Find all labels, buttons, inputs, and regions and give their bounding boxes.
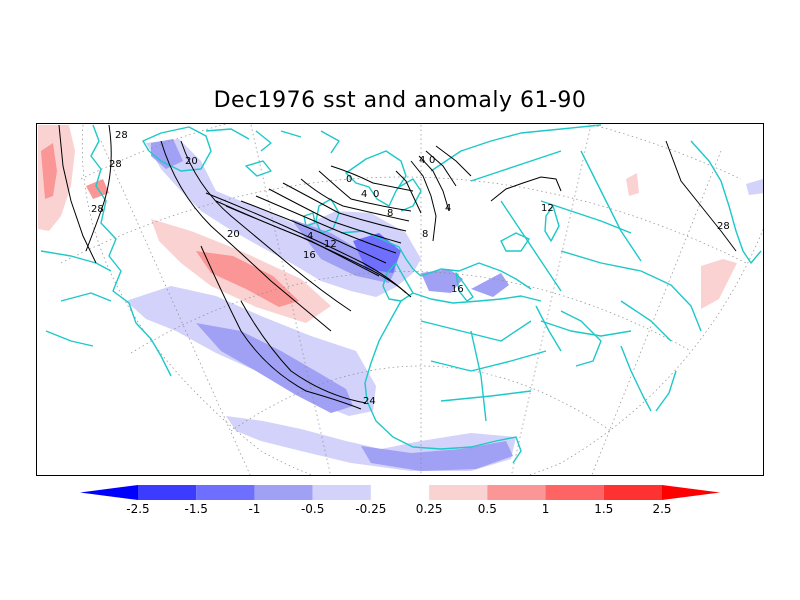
iberia-coast <box>382 262 414 302</box>
positive-anomaly-patch <box>196 251 299 307</box>
colorbar-tick-label: 0.5 <box>478 502 497 516</box>
colorbar-tick-label: 1.5 <box>594 502 613 516</box>
anomaly-shading <box>38 125 763 471</box>
colorbar-swatch <box>545 485 604 500</box>
india-coast <box>620 345 677 412</box>
graticule <box>60 124 747 475</box>
contour-label: 8 <box>422 229 428 240</box>
arctic-islands <box>205 128 340 154</box>
colorbar-tick-label: 2.5 <box>652 502 671 516</box>
north-america-interior <box>40 250 112 347</box>
contour-label: 12 <box>324 239 337 250</box>
contour-label: 4 <box>307 231 313 242</box>
contour-label: 28 <box>109 159 122 170</box>
contour-label: 0 <box>346 174 352 185</box>
colorbar-tick-label: 1 <box>542 502 550 516</box>
colorbar-arrow-high <box>662 485 720 500</box>
colorbar-swatch <box>487 485 546 500</box>
negative-anomaly-patch <box>746 179 763 195</box>
greenland-coast <box>142 126 212 172</box>
scandinavia-coast <box>345 150 407 207</box>
caspian-black-sea <box>500 205 560 252</box>
contour-label: 0 <box>429 155 435 166</box>
europe-coast <box>340 230 532 290</box>
colorbar-swatch <box>603 485 662 500</box>
baltic-coast <box>398 178 422 212</box>
colorbar-swatch <box>196 485 255 500</box>
contour-label: 16 <box>303 250 316 261</box>
colorbar-swatch <box>429 485 488 500</box>
africa-coast <box>364 300 522 464</box>
colorbar-tick-label: -1.5 <box>185 502 208 516</box>
contour-label: 4 <box>419 155 425 166</box>
contour-label: 20 <box>227 229 240 240</box>
positive-anomaly-patch <box>41 143 57 199</box>
colorbar-arrow-low <box>80 485 138 500</box>
colorbar-tick-label: -2.5 <box>126 502 149 516</box>
negative-anomaly-patch <box>421 269 463 293</box>
iceland-coast <box>245 160 272 177</box>
east-asia-coast <box>690 140 762 264</box>
mediterranean-coast <box>412 292 542 304</box>
colorbar-swatch <box>312 485 371 500</box>
contour-label: 20 <box>185 156 198 167</box>
contour-label: 16 <box>451 284 464 295</box>
negative-anomaly-patch <box>151 139 183 169</box>
asia-coast <box>430 124 702 332</box>
map-title: Dec1976 sst and anomaly 61-90 <box>213 88 587 113</box>
map-canvas: 28 28 28 20 20 16 16 12 8 4 4 0 0 4 0 4 … <box>38 124 763 475</box>
coastlines <box>40 124 762 464</box>
positive-anomaly-patch <box>701 259 737 309</box>
negative-anomaly-patch <box>471 273 509 297</box>
contour-label: 28 <box>115 130 128 141</box>
asia-interior <box>500 150 672 342</box>
colorbar-swatch <box>138 485 197 500</box>
colorbar-tick-label: -0.5 <box>301 502 324 516</box>
colorbar-tick-label: 0.25 <box>416 502 443 516</box>
colorbar-swatches <box>80 485 720 500</box>
contour-label: 0 <box>373 189 379 200</box>
contour-label: 8 <box>387 208 393 219</box>
colorbar-tick-label: -0.25 <box>355 502 386 516</box>
red-sea-arabia <box>535 305 602 367</box>
colorbar-swatch <box>254 485 313 500</box>
colorbar-labels: -2.5 -1.5 -1 -0.5 -0.25 0.25 0.5 1 1.5 2.5 <box>126 502 671 516</box>
map-frame: 28 28 28 20 20 16 16 12 8 4 4 0 0 4 0 4 … <box>36 123 764 476</box>
italy-coast <box>455 272 474 302</box>
colorbar-tick-label: -1 <box>248 502 260 516</box>
negative-anomaly-patch <box>361 441 513 471</box>
africa-interior <box>420 320 547 422</box>
contour-label: 4 <box>445 203 451 214</box>
north-america-coast <box>90 124 172 377</box>
contour-labels: 28 28 28 20 20 16 16 12 8 4 4 0 0 4 0 4 … <box>91 130 730 407</box>
contour-label: 28 <box>91 204 104 215</box>
negative-anomaly-patch <box>196 323 353 413</box>
positive-anomaly-patch <box>626 173 639 196</box>
colorbar: -2.5 -1.5 -1 -0.5 -0.25 0.25 0.5 1 1.5 2.5 <box>80 485 720 516</box>
colorbar-swatch <box>370 485 430 500</box>
contour-label: 12 <box>541 203 554 214</box>
contour-label: 28 <box>717 221 730 232</box>
contour-label: 24 <box>363 396 376 407</box>
contour-label: 4 <box>361 189 367 200</box>
sst-contours <box>58 124 737 410</box>
